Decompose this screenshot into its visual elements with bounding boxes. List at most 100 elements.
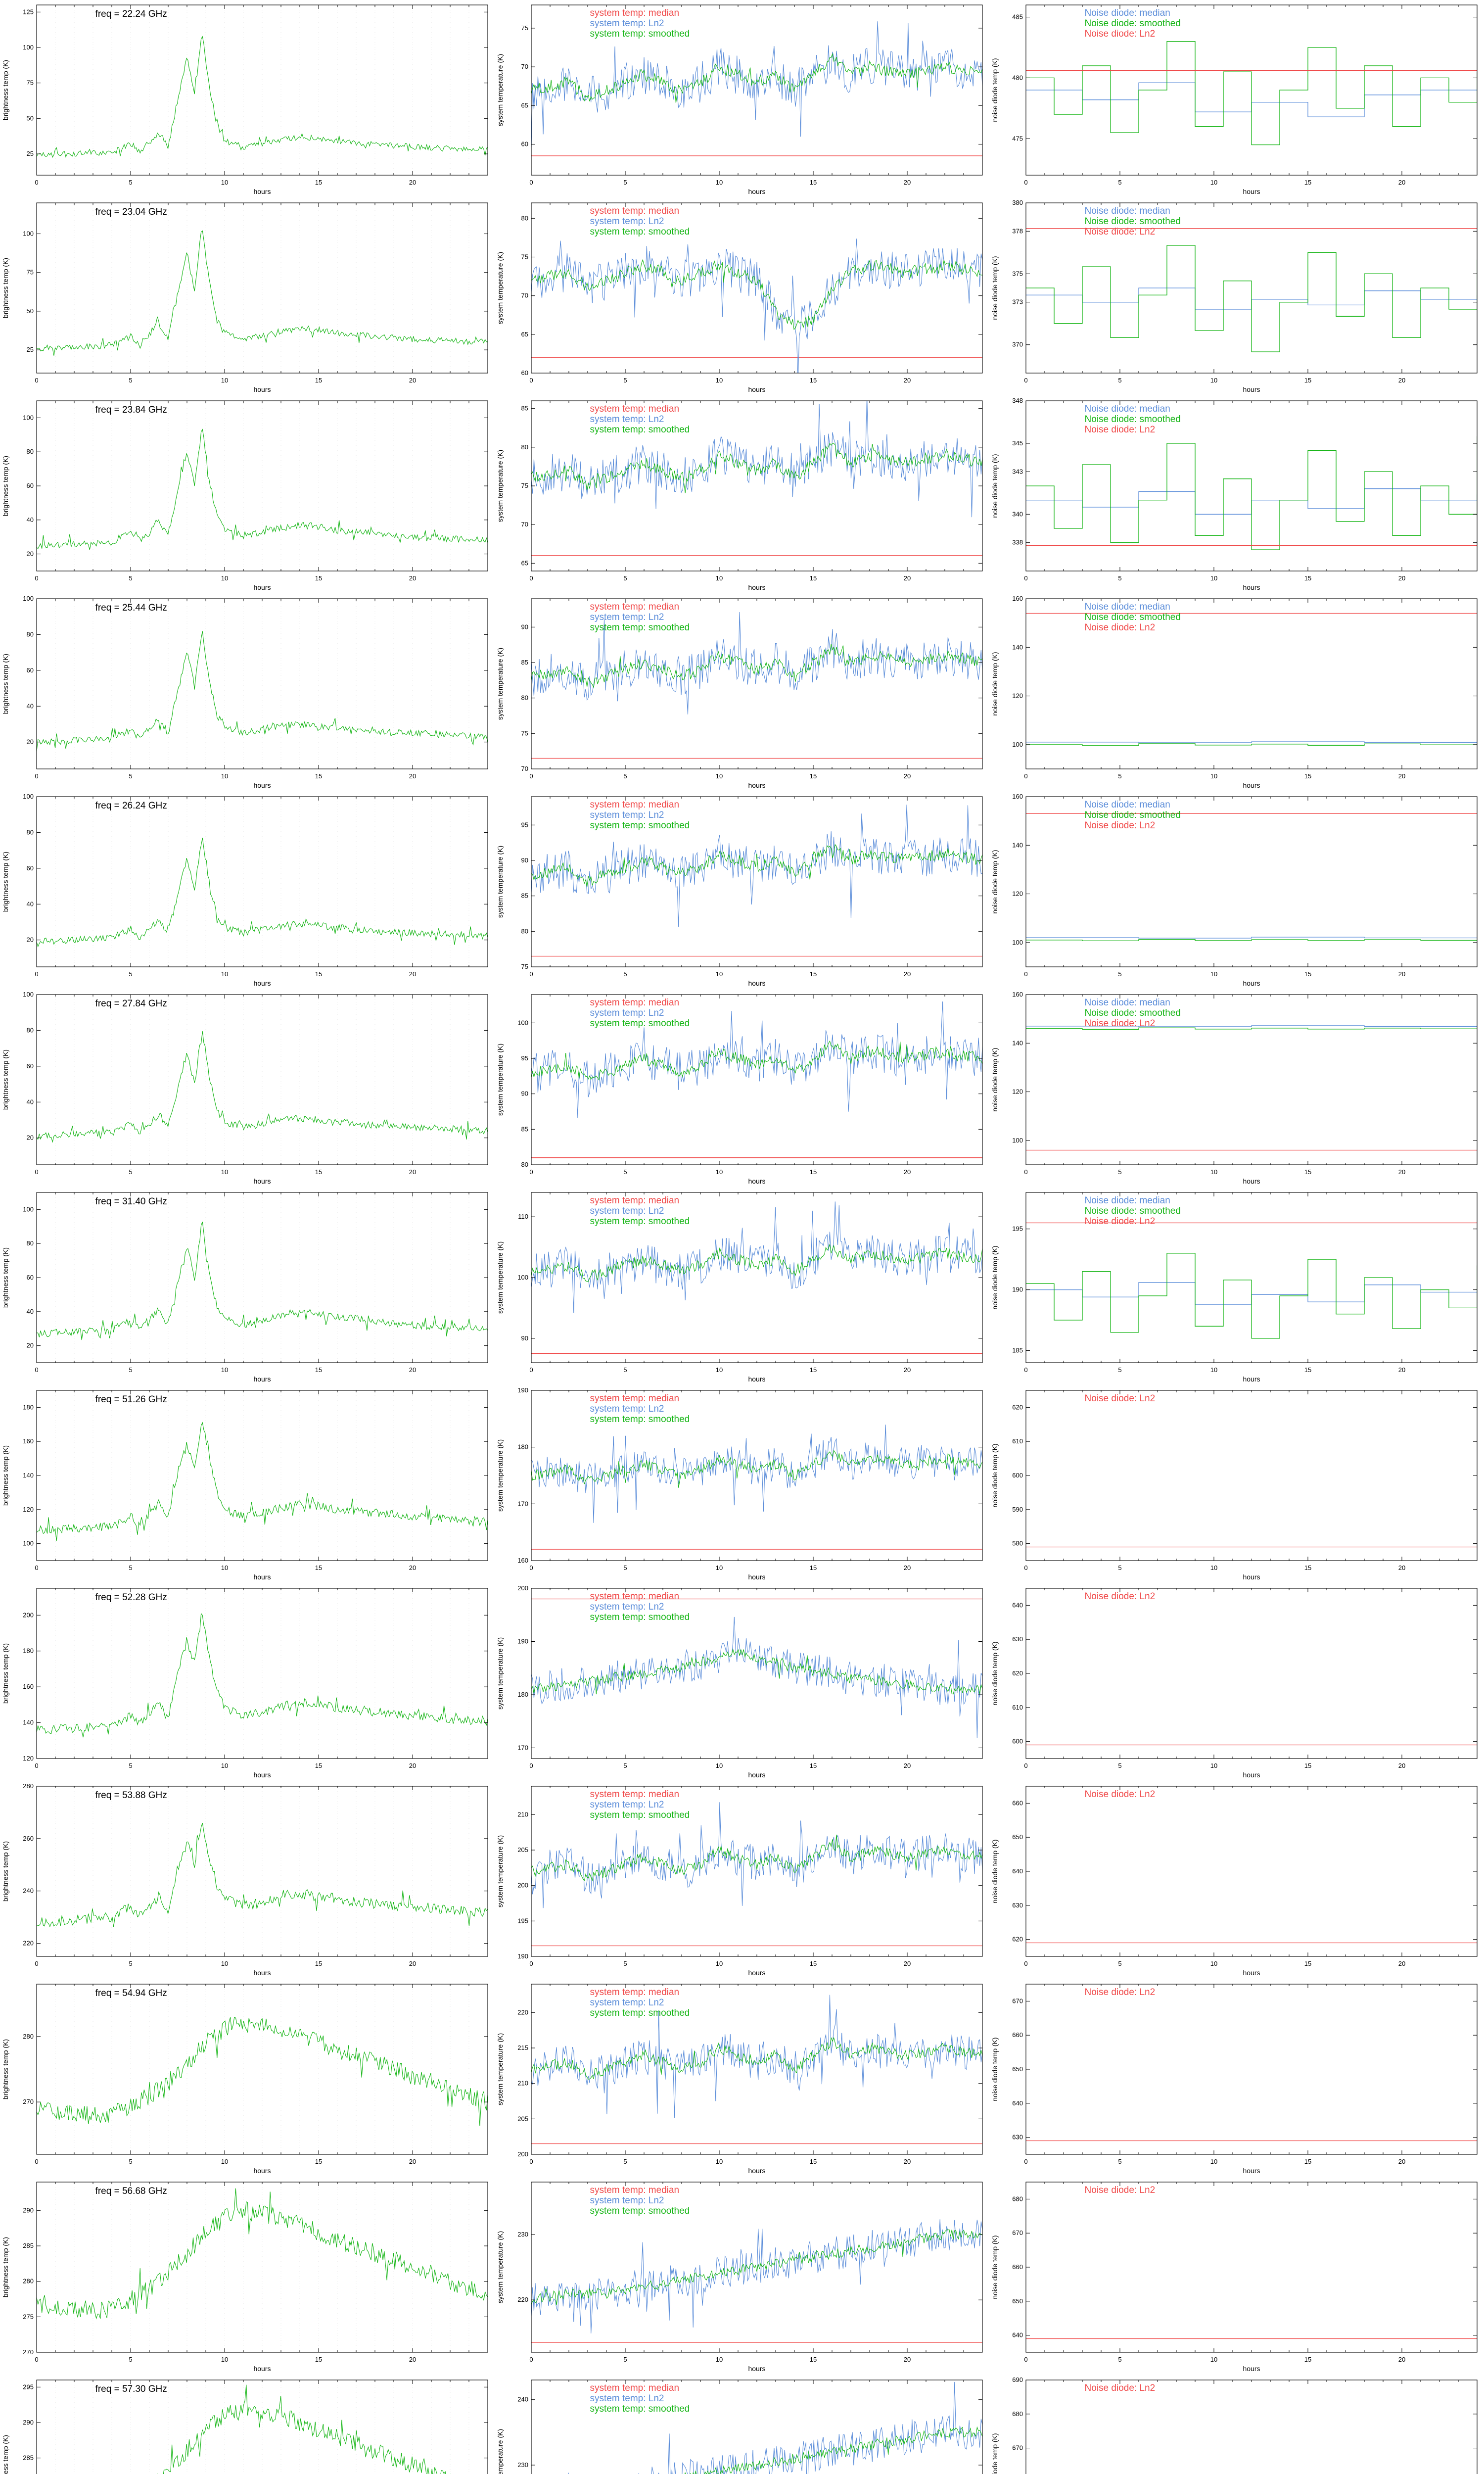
y-tick-label: 670	[1012, 2229, 1023, 2236]
y-tick-label: 660	[1012, 1799, 1023, 1807]
series-green-step	[1026, 245, 1477, 352]
plot-diode-57.3: 05101520640650660670680690hoursnoise dio…	[991, 2376, 1478, 2474]
x-axis-label: hours	[748, 781, 765, 789]
x-axis-label: hours	[1243, 385, 1260, 393]
plot-cell-row7-diode: 0 5 10 15 20 185 190 195 hours noise diode temp (…	[989, 1188, 1484, 1385]
x-axis-label: hours	[748, 2167, 765, 2175]
y-tick-label: 343	[1012, 468, 1023, 475]
y-tick-label: 210	[517, 1810, 528, 1818]
plot-tsys-54.94: 0 5 10 15 20 200 205 210 215 220 hours system tempe…	[496, 1984, 983, 2175]
x-tick-label: 5	[1118, 1960, 1121, 1967]
series-green-noisy	[157, 2384, 451, 2474]
legend-entry: system temp: median	[590, 8, 680, 18]
series-green-step	[1026, 743, 1477, 746]
plot-diode-27.84: 0 5 10 15 20 100 120 140 160 hours noise diode tem…	[991, 991, 1478, 1185]
series-green-noisy	[531, 442, 982, 493]
plot-cell-row4-diode: 0 5 10 15 20 100 120 140 160 hours noise diode tem…	[989, 594, 1484, 792]
y-tick-label: 70	[521, 63, 528, 70]
y-tick-label: 630	[1012, 1902, 1023, 1909]
x-axis-label: hours	[1243, 1771, 1260, 1779]
y-tick-label: 140	[1012, 841, 1023, 849]
x-tick-label: 5	[623, 970, 627, 978]
plot-title: freq = 31.40 GHz	[95, 1196, 167, 1207]
x-tick-label: 5	[1118, 574, 1121, 582]
x-tick-label: 5	[623, 2356, 627, 2363]
legend-entry: system temp: Ln2	[590, 1206, 664, 1216]
x-tick-label: 0	[35, 574, 38, 582]
series-blue-noisy	[531, 1201, 982, 1313]
y-tick-label: 60	[27, 482, 34, 489]
y-tick-label: 485	[1012, 13, 1023, 21]
x-tick-label: 20	[409, 1366, 416, 1374]
y-tick-label: 160	[1012, 595, 1023, 602]
x-tick-label: 20	[409, 1168, 416, 1176]
plot-tb-22.24: 0 5 10 15 20 25 50 75 100 125 hours brightness temp…	[1, 4, 488, 195]
x-axis-label: hours	[1243, 979, 1260, 987]
y-tick-label: 80	[27, 630, 34, 638]
plot-title: freq = 52.28 GHz	[95, 1592, 167, 1603]
y-tick-label: 100	[517, 1274, 528, 1281]
y-axis-label: noise diode temp (K)	[991, 652, 999, 715]
x-tick-label: 10	[1210, 377, 1217, 384]
x-tick-label: 0	[35, 970, 38, 978]
x-axis-label: hours	[1243, 583, 1260, 591]
legend-entry: system temp: median	[590, 602, 680, 612]
y-tick-label: 120	[23, 1755, 34, 1762]
x-tick-label: 0	[1024, 2158, 1027, 2165]
y-tick-label: 20	[27, 550, 34, 558]
x-tick-label: 15	[1304, 1960, 1311, 1967]
y-tick-label: 630	[1012, 2134, 1023, 2141]
y-tick-label: 80	[521, 214, 528, 222]
x-tick-label: 5	[623, 772, 627, 780]
series-blue-noisy	[531, 401, 982, 518]
y-tick-label: 85	[521, 892, 528, 900]
x-tick-label: 15	[810, 2158, 817, 2165]
y-tick-label: 160	[517, 1557, 528, 1564]
y-tick-label: 140	[1012, 643, 1023, 651]
plot-cell-row11-tb: 0 5 10 15 20 270 280 hours brightness temp (K) fr…	[0, 1979, 495, 2177]
y-tick-label: 80	[27, 828, 34, 836]
y-tick-label: 80	[27, 1026, 34, 1034]
y-tick-label: 370	[1012, 341, 1023, 348]
x-tick-label: 10	[221, 1366, 228, 1374]
plot-cell-row12-tsys: 0 5 10 15 20 220 230 hours system temperature (K…	[495, 2177, 989, 2375]
series-green-noisy	[531, 1450, 982, 1488]
series-blue-noisy	[531, 612, 982, 714]
y-tick-label: 60	[27, 864, 34, 872]
legend-entry: system temp: Ln2	[590, 1404, 664, 1414]
plot-tb-27.84: 0 5 10 15 20 20 40 60 80 100 hours brightness temp …	[1, 991, 488, 1185]
series-green-step	[1026, 1027, 1477, 1030]
y-tick-label: 285	[23, 2242, 34, 2249]
legend-entry: system temp: smoothed	[590, 227, 690, 237]
x-axis-label: hours	[1243, 781, 1260, 789]
plot-tb-54.94: 0 5 10 15 20 270 280 hours brightness temp (K) fr…	[1, 1984, 488, 2175]
plot-title: freq = 57.30 GHz	[95, 2384, 167, 2394]
x-tick-label: 15	[315, 377, 322, 384]
x-tick-label: 20	[904, 970, 911, 978]
y-tick-label: 25	[27, 150, 34, 157]
y-axis-label: noise diode temp (K)	[991, 454, 999, 518]
y-tick-label: 680	[1012, 2195, 1023, 2202]
y-tick-label: 340	[1012, 510, 1023, 518]
x-axis-label: hours	[748, 1177, 765, 1185]
series-green-step	[1026, 41, 1477, 145]
legend-entry: Noise diode: smoothed	[1085, 216, 1181, 227]
x-tick-label: 15	[810, 1762, 817, 1769]
y-tick-label: 20	[27, 1342, 34, 1349]
x-tick-label: 15	[1304, 1366, 1311, 1374]
y-tick-label: 180	[517, 1443, 528, 1451]
legend-entry: system temp: smoothed	[590, 1216, 690, 1227]
x-tick-label: 0	[529, 574, 533, 582]
series-blue-noisy	[531, 1995, 982, 2118]
y-tick-label: 85	[521, 659, 528, 666]
axes-box	[36, 1984, 488, 2155]
x-tick-label: 15	[315, 772, 322, 780]
plot-cell-row9-tb: 0 5 10 15 20 120 140 160 180 200 hours brightness t…	[0, 1583, 495, 1781]
x-tick-label: 15	[1304, 970, 1311, 978]
x-tick-label: 15	[810, 179, 817, 186]
plot-cell-row8-tsys: 0 5 10 15 20 160 170 180 190 hours system temperat…	[495, 1385, 989, 1583]
legend-entry: Noise diode: median	[1085, 998, 1170, 1008]
legend-entry: Noise diode: Ln2	[1085, 1393, 1156, 1404]
plot-cell-row11-diode: 0 5 10 15 20 630 640 650 660 670 hours noise diode …	[989, 1979, 1484, 2177]
axes-box	[1025, 2379, 1478, 2474]
